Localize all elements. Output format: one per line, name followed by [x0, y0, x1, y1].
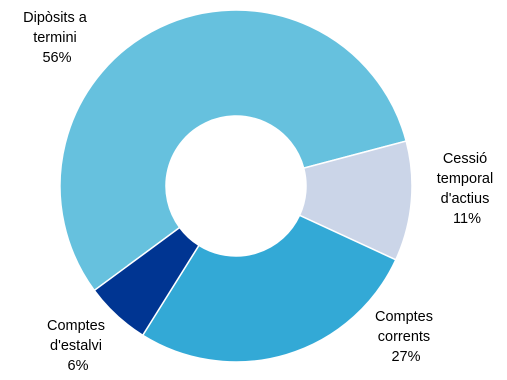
slice-diposits-a-termini	[59, 9, 408, 292]
slice-label-diposits: Dipòsits a termini 56%	[23, 10, 91, 66]
slice-comptes-estalvi	[93, 226, 200, 337]
slice-cessio-temporal	[298, 140, 413, 261]
slice-label-cessio: Cessió temporal d'actius 11%	[437, 151, 497, 227]
slice-label-corrents: Comptes corrents 27%	[375, 309, 437, 365]
slice-comptes-corrents	[141, 214, 397, 363]
slices-layer	[59, 9, 413, 363]
slice-label-estalvi: Comptes d'estalvi 6%	[47, 318, 109, 374]
